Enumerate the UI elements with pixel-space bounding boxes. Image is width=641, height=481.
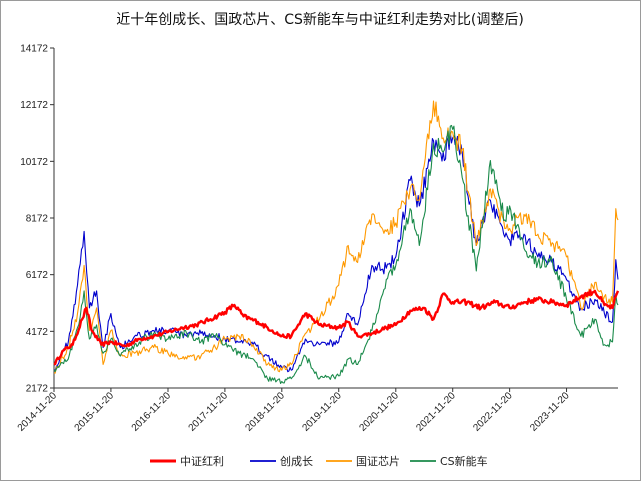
y-tick-label: 10172 — [20, 157, 48, 168]
x-tick-label: 2019-11-20 — [300, 390, 344, 434]
legend: 中证红利 创成长 国证芯片 CS新能车 — [150, 454, 488, 468]
y-tick-label: 8172 — [26, 214, 49, 225]
x-tick-label: 2022-11-20 — [471, 390, 515, 434]
x-tick-label: 2016-11-20 — [130, 390, 174, 434]
y-tick-label: 14172 — [20, 44, 48, 55]
legend-label: 中证红利 — [180, 455, 224, 468]
series-line-0 — [53, 289, 620, 366]
legend-label: CS新能车 — [440, 454, 488, 468]
series-line-3 — [53, 124, 619, 385]
y-tick-label: 6172 — [26, 270, 49, 281]
series-lines — [53, 100, 620, 385]
y-tick-label: 2172 — [26, 384, 49, 395]
x-tick-label: 2020-11-20 — [357, 390, 401, 434]
legend-label: 国证芯片 — [356, 454, 400, 468]
x-tick-label: 2021-11-20 — [414, 390, 458, 434]
x-tick-label: 2017-11-20 — [187, 390, 231, 434]
x-axis: 2014-11-20 2015-11-20 2016-11-20 2017-11-20… — [16, 387, 618, 434]
x-tick-label: 2023-11-20 — [528, 390, 572, 434]
legend-label: 创成长 — [280, 455, 313, 468]
x-tick-label: 2015-11-20 — [73, 390, 117, 434]
x-tick-label: 2018-11-20 — [244, 390, 288, 434]
x-tick-label: 2014-11-20 — [16, 390, 60, 434]
series-line-2 — [53, 100, 619, 374]
y-tick-label: 12172 — [20, 100, 48, 111]
chart-title: 近十年创成长、国政芯片、CS新能车与中证红利走势对比(调整后) — [116, 11, 524, 28]
y-tick-label: 4172 — [26, 327, 49, 338]
y-axis: 2172 4172 6172 8172 10172 12172 14172 — [20, 44, 55, 395]
series-line-1 — [53, 131, 619, 373]
